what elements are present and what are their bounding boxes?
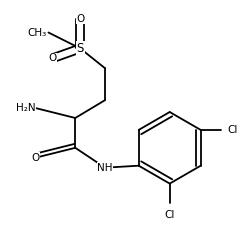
Text: S: S xyxy=(77,42,84,55)
Text: Cl: Cl xyxy=(227,125,238,135)
Text: O: O xyxy=(31,153,40,163)
Text: O: O xyxy=(48,53,57,63)
Text: O: O xyxy=(76,14,84,24)
Text: H₂N: H₂N xyxy=(16,103,35,113)
Text: CH₃: CH₃ xyxy=(27,27,47,37)
Text: Cl: Cl xyxy=(165,210,175,220)
Text: NH: NH xyxy=(97,163,113,173)
